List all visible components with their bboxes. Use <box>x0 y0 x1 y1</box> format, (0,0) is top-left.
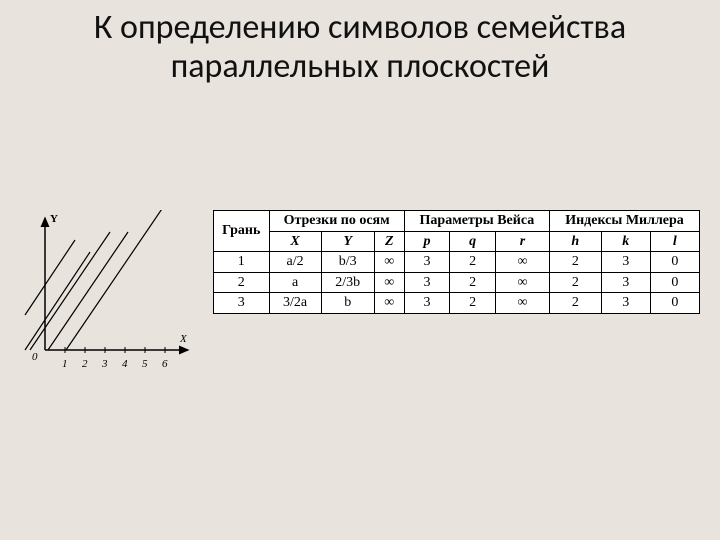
page-title: К определению символов семейства паралле… <box>0 8 720 86</box>
table-header-row: Грань Отрезки по осям Параметры Вейса Ин… <box>214 211 700 232</box>
cell-k: 3 <box>601 293 650 314</box>
cell-k: 3 <box>601 252 650 273</box>
x-tick-label: 5 <box>142 358 148 370</box>
cell-r: ∞ <box>495 272 549 293</box>
miller-table-wrap: Грань Отрезки по осям Параметры Вейса Ин… <box>213 210 700 314</box>
subcol-p: p <box>404 231 450 252</box>
cell-p: 3 <box>404 293 450 314</box>
cell-k: 3 <box>601 272 650 293</box>
cell-n: 2 <box>214 272 270 293</box>
slide: К определению символов семейства паралле… <box>0 0 720 540</box>
cell-y: 2/3b <box>321 272 374 293</box>
cell-z: ∞ <box>374 252 404 273</box>
subcol-x: X <box>269 231 321 252</box>
subcol-z: Z <box>374 231 404 252</box>
x-tick-label: 6 <box>162 358 168 370</box>
cell-p: 3 <box>404 272 450 293</box>
content-row: 0 Y X 1 2 3 4 5 6 <box>20 210 700 385</box>
x-tick-label: 2 <box>82 358 88 370</box>
subcol-h: h <box>550 231 602 252</box>
y-axis-label: Y <box>50 213 58 225</box>
axes-diagram: 0 Y X 1 2 3 4 5 6 <box>20 210 195 385</box>
table-subheader-row: X Y Z p q r h k l <box>214 231 700 252</box>
table-row: 3 3/2a b ∞ 3 2 ∞ 2 3 0 <box>214 293 700 314</box>
table-row: 1 a/2 b/3 ∞ 3 2 ∞ 2 3 0 <box>214 252 700 273</box>
cell-l: 0 <box>650 252 699 273</box>
x-tick-label: 3 <box>101 358 108 370</box>
cell-p: 3 <box>404 252 450 273</box>
cell-l: 0 <box>650 272 699 293</box>
subcol-k: k <box>601 231 650 252</box>
cell-y: b/3 <box>321 252 374 273</box>
cell-n: 1 <box>214 252 270 273</box>
cell-h: 2 <box>550 272 602 293</box>
table-body: 1 a/2 b/3 ∞ 3 2 ∞ 2 3 0 2 a 2/3b <box>214 252 700 314</box>
cell-r: ∞ <box>495 293 549 314</box>
cell-z: ∞ <box>374 293 404 314</box>
table-row: 2 a 2/3b ∞ 3 2 ∞ 2 3 0 <box>214 272 700 293</box>
cell-n: 3 <box>214 293 270 314</box>
cell-x: a <box>269 272 321 293</box>
diagram-svg: 0 Y X 1 2 3 4 5 6 <box>20 210 195 380</box>
cell-x: a/2 <box>269 252 321 273</box>
cell-r: ∞ <box>495 252 549 273</box>
col-miller: Индексы Миллера <box>550 211 700 232</box>
subcol-r: r <box>495 231 549 252</box>
subcol-y: Y <box>321 231 374 252</box>
col-segments: Отрезки по осям <box>269 211 404 232</box>
subcol-l: l <box>650 231 699 252</box>
title-line-2: параллельных плоскостей <box>171 46 550 87</box>
col-face: Грань <box>214 211 270 252</box>
cell-h: 2 <box>550 293 602 314</box>
cell-y: b <box>321 293 374 314</box>
x-tick-label: 1 <box>62 358 68 370</box>
subcol-q: q <box>450 231 496 252</box>
col-weiss: Параметры Вейса <box>404 211 549 232</box>
title-line-1: К определению символов семейства <box>94 7 626 48</box>
parallel-lines <box>25 210 168 350</box>
cell-x: 3/2a <box>269 293 321 314</box>
miller-table: Грань Отрезки по осям Параметры Вейса Ин… <box>213 210 700 314</box>
x-axis-label: X <box>179 333 188 345</box>
cell-q: 2 <box>450 252 496 273</box>
cell-q: 2 <box>450 293 496 314</box>
cell-q: 2 <box>450 272 496 293</box>
origin-label: 0 <box>32 351 38 363</box>
cell-z: ∞ <box>374 272 404 293</box>
x-tick-label: 4 <box>122 358 128 370</box>
cell-l: 0 <box>650 293 699 314</box>
cell-h: 2 <box>550 252 602 273</box>
